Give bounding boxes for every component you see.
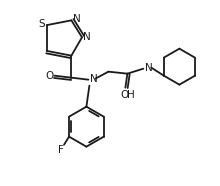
Text: N: N bbox=[73, 14, 80, 24]
Text: O: O bbox=[120, 90, 128, 100]
Text: O: O bbox=[45, 71, 53, 81]
Text: F: F bbox=[58, 145, 64, 155]
Text: N: N bbox=[145, 63, 152, 73]
Text: N: N bbox=[83, 32, 91, 42]
Text: N: N bbox=[90, 74, 97, 84]
Text: S: S bbox=[38, 19, 45, 29]
Text: H: H bbox=[126, 90, 134, 100]
